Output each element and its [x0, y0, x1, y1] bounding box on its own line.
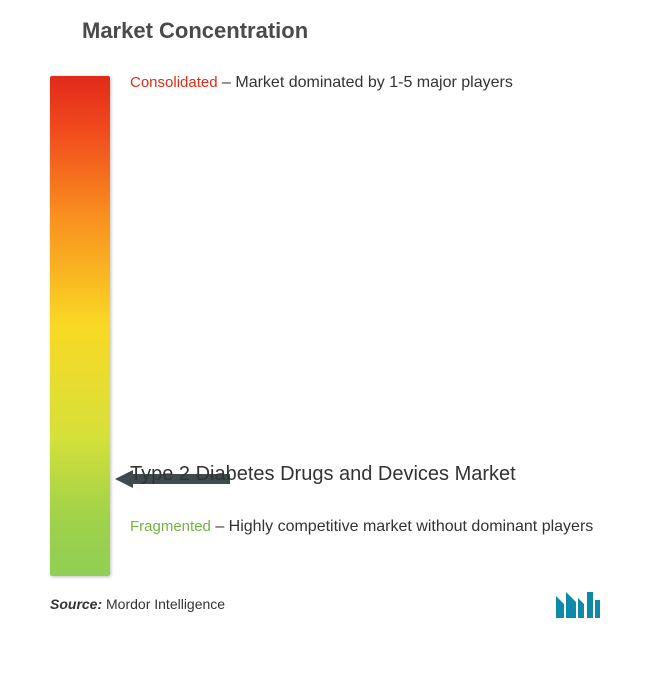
consolidated-description: Market dominated by 1-5 major players [235, 74, 512, 91]
dash: – [218, 74, 236, 91]
infographic-root: Market Concentration Consolidated – Mark… [0, 0, 647, 682]
fragmented-keyword: Fragmented [130, 518, 211, 535]
source-label: Source: [50, 596, 102, 612]
dash: – [211, 518, 229, 535]
mordor-logo-icon [554, 590, 602, 620]
fragmented-label: Fragmented – Highly competitive market w… [130, 518, 609, 536]
fragmented-description: Highly competitive market without domina… [229, 518, 594, 535]
page-title: Market Concentration [82, 18, 619, 44]
source-value: Mordor Intelligence [106, 596, 225, 612]
consolidated-keyword: Consolidated [130, 74, 218, 91]
source-footer: Source: Mordor Intelligence [50, 596, 619, 612]
market-name: Type 2 Diabetes Drugs and Devices Market [130, 461, 609, 488]
market-label: Type 2 Diabetes Drugs and Devices Market [130, 461, 609, 488]
concentration-gradient-bar [50, 76, 110, 576]
consolidated-label: Consolidated – Market dominated by 1-5 m… [130, 74, 609, 92]
concentration-diagram: Consolidated – Market dominated by 1-5 m… [50, 76, 619, 596]
